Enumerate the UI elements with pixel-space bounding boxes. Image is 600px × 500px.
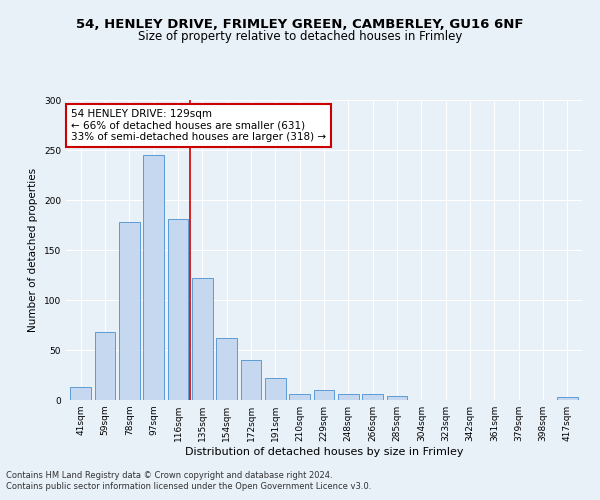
- Bar: [265, 378, 286, 400]
- Bar: [386, 396, 407, 400]
- Bar: [119, 222, 140, 400]
- Bar: [289, 394, 310, 400]
- Bar: [143, 155, 164, 400]
- X-axis label: Distribution of detached houses by size in Frimley: Distribution of detached houses by size …: [185, 447, 463, 457]
- Bar: [167, 219, 188, 400]
- Y-axis label: Number of detached properties: Number of detached properties: [28, 168, 38, 332]
- Bar: [192, 278, 212, 400]
- Bar: [557, 397, 578, 400]
- Bar: [95, 332, 115, 400]
- Text: Size of property relative to detached houses in Frimley: Size of property relative to detached ho…: [138, 30, 462, 43]
- Bar: [241, 360, 262, 400]
- Bar: [362, 394, 383, 400]
- Bar: [70, 387, 91, 400]
- Bar: [338, 394, 359, 400]
- Bar: [314, 390, 334, 400]
- Text: Contains HM Land Registry data © Crown copyright and database right 2024.: Contains HM Land Registry data © Crown c…: [6, 471, 332, 480]
- Bar: [216, 338, 237, 400]
- Text: 54, HENLEY DRIVE, FRIMLEY GREEN, CAMBERLEY, GU16 6NF: 54, HENLEY DRIVE, FRIMLEY GREEN, CAMBERL…: [76, 18, 524, 30]
- Text: 54 HENLEY DRIVE: 129sqm
← 66% of detached houses are smaller (631)
33% of semi-d: 54 HENLEY DRIVE: 129sqm ← 66% of detache…: [71, 109, 326, 142]
- Text: Contains public sector information licensed under the Open Government Licence v3: Contains public sector information licen…: [6, 482, 371, 491]
